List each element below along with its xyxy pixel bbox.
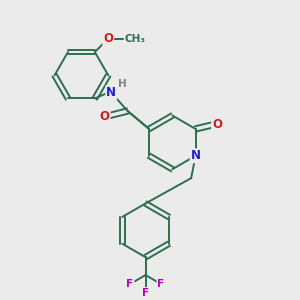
Text: O: O [212, 118, 222, 131]
Text: N: N [190, 149, 201, 162]
Text: O: O [103, 32, 113, 45]
Text: N: N [106, 86, 116, 99]
Text: F: F [158, 279, 165, 289]
Text: O: O [100, 110, 110, 123]
Text: H: H [118, 79, 127, 89]
Text: F: F [127, 279, 134, 289]
Text: F: F [142, 288, 149, 298]
Text: CH₃: CH₃ [124, 34, 146, 44]
